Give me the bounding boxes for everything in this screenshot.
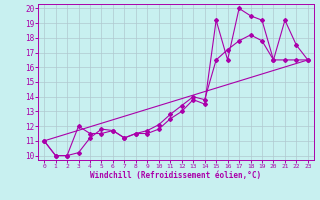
X-axis label: Windchill (Refroidissement éolien,°C): Windchill (Refroidissement éolien,°C) bbox=[91, 171, 261, 180]
